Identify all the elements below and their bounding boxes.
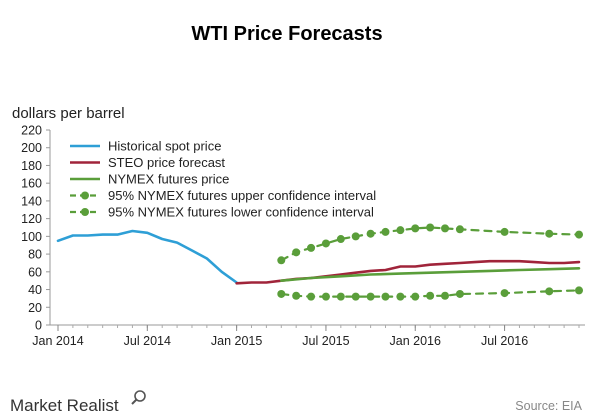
legend-swatch-point xyxy=(81,191,89,200)
legend-entry-2: STEO price forecast xyxy=(108,155,225,170)
market-realist-logo: Market Realist xyxy=(10,390,146,415)
series-4-point xyxy=(575,230,583,239)
series-4-point xyxy=(441,224,450,233)
y-tick-label: 60 xyxy=(28,265,42,279)
series-5-point xyxy=(500,289,509,298)
series-line-1 xyxy=(56,229,238,284)
series-4-point xyxy=(411,224,420,233)
legend-entry-4: 95% NYMEX futures upper confidence inter… xyxy=(108,188,376,203)
series-4-point xyxy=(381,227,390,236)
series-4-point xyxy=(545,229,554,238)
series-5-point xyxy=(321,292,330,301)
series-5-point xyxy=(292,291,301,300)
series-4-point xyxy=(292,248,301,257)
x-tick-label: Jul 2015 xyxy=(302,334,349,348)
legend-entry-1: Historical spot price xyxy=(108,139,221,154)
legend-swatch-point xyxy=(81,208,89,216)
legend-entry-5: 95% NYMEX futures lower confidence inter… xyxy=(108,205,374,220)
series-5-point xyxy=(277,289,286,298)
y-tick-label: 180 xyxy=(21,159,42,173)
y-tick-label: 160 xyxy=(21,177,42,191)
y-tick-label: 20 xyxy=(28,301,42,315)
series-4-point xyxy=(366,229,375,238)
series-5-point xyxy=(396,292,405,301)
series-4-point xyxy=(321,239,330,248)
series-5-point xyxy=(575,286,583,295)
x-tick-label: Jul 2014 xyxy=(124,334,171,348)
series-5-point xyxy=(366,292,375,301)
source-text: Source: EIA xyxy=(515,399,582,413)
y-axis-label: dollars per barrel xyxy=(12,105,125,122)
series-4-point xyxy=(396,226,405,235)
y-tick-label: 40 xyxy=(28,283,42,297)
series-4-point xyxy=(426,223,435,232)
brand-text: Market Realist xyxy=(10,396,119,415)
series-line-5 xyxy=(280,289,581,298)
series-5-point xyxy=(336,292,345,301)
series-4-point xyxy=(277,256,286,265)
chart-axes: 0 20 40 60 80 100 120 140 160 180 200 220 Jan 2014 Ju… xyxy=(21,124,585,348)
legend-entry-3: NYMEX futures price xyxy=(108,172,229,187)
series-line-3 xyxy=(279,266,581,283)
series-line-4 xyxy=(280,226,581,262)
y-tick-label: 100 xyxy=(21,230,42,244)
y-tick-label: 0 xyxy=(35,319,42,333)
series-4-point xyxy=(351,232,360,241)
series-5-point xyxy=(411,292,420,301)
series-5-point xyxy=(455,289,464,298)
x-tick-label: Jan 2015 xyxy=(211,334,262,348)
series-4-point xyxy=(500,227,509,236)
series-4-point xyxy=(307,243,316,252)
chart-title: WTI Price Forecasts xyxy=(191,23,382,45)
series-5-point xyxy=(441,291,450,300)
y-tick-label: 80 xyxy=(28,248,42,262)
series-5-point xyxy=(545,287,554,296)
series-5-point xyxy=(351,292,360,301)
y-tick-label: 220 xyxy=(21,124,42,138)
series-5-point xyxy=(426,291,435,300)
y-tick-label: 140 xyxy=(21,194,42,208)
y-tick-label: 200 xyxy=(21,141,42,155)
x-tick-label: Jul 2016 xyxy=(481,334,528,348)
series-4-point xyxy=(336,235,345,244)
y-tick-label: 120 xyxy=(21,212,42,226)
series-5-point xyxy=(381,292,390,301)
series-5-point xyxy=(307,292,316,301)
x-tick-label: Jan 2014 xyxy=(32,334,83,348)
series-4-point xyxy=(455,225,464,234)
magnifier-icon xyxy=(131,390,146,405)
x-tick-label: Jan 2016 xyxy=(390,334,441,348)
chart-series xyxy=(56,223,583,301)
